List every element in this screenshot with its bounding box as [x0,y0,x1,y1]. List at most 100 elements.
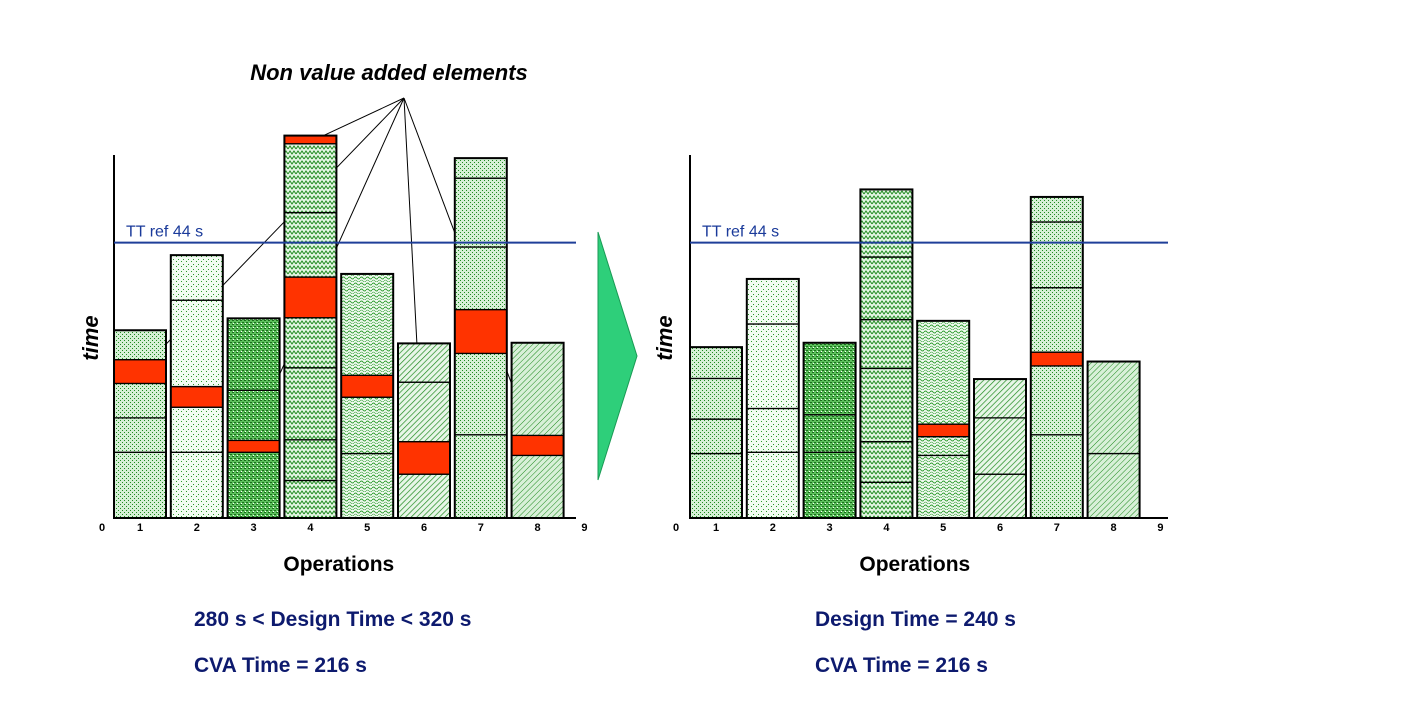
x-tick-label: 0 [673,522,679,534]
x-tick-label: 7 [1054,522,1060,534]
x-tick-label: 4 [307,522,314,534]
nva-segment-op7-2 [1030,351,1084,367]
va-segment-op1-2 [689,377,743,420]
va-segment-op3-2 [802,342,857,416]
bar-op-1 [689,346,743,519]
bar-op-2 [745,277,800,519]
va-segment-op2-1 [170,406,224,453]
va-segment-op1-1 [113,417,167,453]
va-segment-op8-1 [1086,360,1141,455]
va-segment-op3-2 [226,389,281,442]
va-segment-op4-1 [859,440,914,483]
va-segment-op6-1 [973,417,1027,475]
leader-line-op4 [310,97,405,143]
x-tick-label: 5 [364,522,370,534]
va-segment-op2-3 [746,278,800,325]
va-segment-op6-2 [397,381,451,443]
bar-op-8 [510,341,565,519]
va-segment-op4-1 [283,439,338,482]
bar-op-1 [113,329,167,520]
chart-before: TT ref 44 s 0 1 2 3 4 5 6 7 8 9 Operations time 280 s… [78,134,587,677]
bar-op-5 [340,272,395,519]
va-segment-op8-0 [1086,452,1141,519]
x-tick-label: 2 [770,522,776,534]
va-segment-op3-3 [226,317,281,391]
va-segment-op8-0 [510,454,565,519]
nva-segment-op1-3 [113,359,167,385]
x-tick-label: 8 [535,522,541,534]
nva-segment-op3-1 [226,439,281,453]
va-segment-op6-3 [397,342,451,383]
va-segment-op3-0 [802,451,857,519]
summary-line-2: CVA Time = 216 s [815,654,988,677]
x-tick-label: 1 [713,522,719,534]
va-segment-op4-0 [859,481,914,519]
bar-op-3 [802,341,857,519]
bar-op-6 [973,378,1027,519]
bar-op-8 [1086,360,1141,519]
y-axis-title: time [78,315,103,360]
nva-segment-op6-1 [397,440,451,475]
x-tick-label: 2 [194,522,200,534]
va-segment-op7-5 [1030,196,1084,223]
x-tick-label: 8 [1111,522,1117,534]
annotation-title: Non value added elements [250,60,528,85]
va-segment-op5-1 [340,396,394,455]
va-segment-op4-2 [283,367,338,441]
va-segment-op2-4 [170,254,224,301]
va-segment-op6-0 [973,473,1027,519]
va-segment-op1-4 [113,329,167,361]
x-axis-title: Operations [283,553,394,576]
nva-segment-op8-1 [510,434,565,457]
va-segment-op4-0 [283,479,338,519]
x-tick-label: 9 [581,522,587,534]
summary-line-1: 280 s < Design Time < 320 s [194,608,471,631]
va-segment-op5-3 [916,320,970,425]
va-segment-op3-1 [802,414,857,453]
va-segment-op5-0 [916,454,970,519]
x-tick-label: 0 [99,522,105,534]
summary-line-1: Design Time = 240 s [815,608,1016,631]
va-segment-op4-3 [859,318,914,370]
va-segment-op1-2 [113,382,167,419]
takt-time-label: TT ref 44 s [126,224,203,241]
x-tick-label: 6 [997,522,1003,534]
va-segment-op7-1 [454,352,508,436]
nva-segment-op2-2 [170,385,224,408]
va-segment-op4-4 [859,256,914,321]
x-tick-label: 3 [251,522,257,534]
va-segment-op7-5 [454,157,508,179]
va-segment-op2-3 [170,299,224,388]
bar-op-4 [859,188,914,519]
nva-segment-op5-2 [916,423,970,438]
bar-op-6 [397,342,451,520]
va-segment-op4-5 [283,211,338,278]
va-segment-op6-0 [397,473,451,519]
va-segment-op4-6 [283,143,338,214]
transition-arrow [597,231,638,481]
va-segment-op5-0 [340,452,394,519]
va-segment-op7-4 [454,177,508,248]
va-segment-op1-3 [689,346,743,380]
va-segment-op1-0 [113,451,167,519]
x-tick-label: 3 [827,522,833,534]
x-tick-label: 5 [940,522,946,534]
y-axis-title: time [652,315,677,360]
va-segment-op5-3 [340,273,394,376]
bar-op-2 [169,254,224,519]
va-segment-op6-2 [973,378,1027,419]
va-segment-op2-0 [170,451,224,519]
x-axis-title: Operations [859,553,970,576]
va-segment-op2-1 [746,407,800,453]
summary-line-2: CVA Time = 216 s [194,654,367,677]
bar-op-7 [453,157,508,519]
va-segment-op7-3 [1030,287,1084,353]
bar-op-3 [226,317,281,519]
nva-segment-op4-4 [283,276,338,319]
x-tick-label: 7 [478,522,484,534]
bar-op-5 [916,319,971,519]
va-segment-op7-4 [1030,221,1084,289]
va-segment-op4-5 [859,188,914,258]
va-segment-op7-0 [1030,434,1084,519]
